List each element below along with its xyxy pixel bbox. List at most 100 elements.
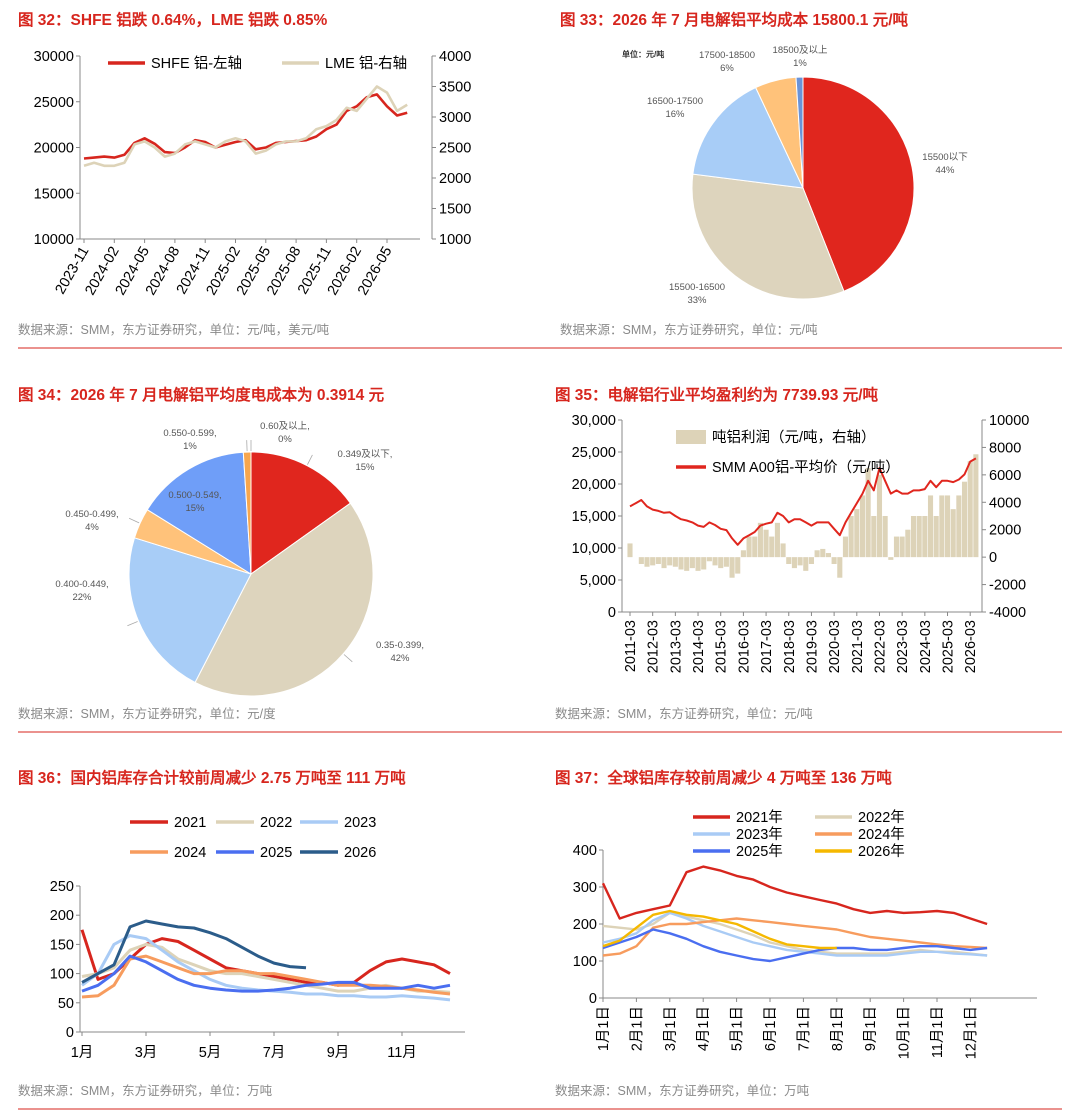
legend-label: SMM A00铝-平均价（元/吨）	[712, 459, 900, 476]
source-note: 数据来源：SMM，东方证券研究，单位：万吨	[555, 1083, 810, 1098]
slice-value: 4%	[85, 522, 99, 533]
slice-value: 33%	[687, 295, 707, 306]
slice-label: 0.450-0.499, 4%	[65, 509, 118, 533]
source-note: 数据来源：SMM，东方证券研究，单位：元/吨，美元/吨	[18, 322, 330, 337]
x-tick-label: 2月1日	[629, 1006, 645, 1051]
pie-slice	[128, 537, 252, 684]
y2-tick-label: -2000	[989, 578, 1026, 594]
bar	[837, 557, 843, 578]
legend-label: 2025年	[736, 843, 783, 860]
bar	[735, 557, 741, 574]
x-tick-label: 5月	[199, 1045, 222, 1061]
bar	[780, 543, 786, 558]
chart-title: 图 33：2026 年 7 月电解铝平均成本 15800.1 元/吨	[560, 10, 909, 29]
x-tick-label: 2011-03	[623, 620, 639, 672]
y2-tick-label: -4000	[989, 605, 1026, 621]
legend-label: 2023年	[736, 826, 783, 843]
x-tick-label: 9月1日	[863, 1006, 879, 1051]
leader-line	[307, 454, 313, 465]
y2-tick-label: 10000	[989, 413, 1029, 429]
y2-tick-label: 1500	[439, 202, 471, 218]
bar	[865, 468, 871, 558]
x-tick-label: 2012-03	[646, 620, 662, 673]
bar	[803, 557, 809, 571]
leader-line	[127, 621, 138, 627]
x-tick-label: 2013-03	[668, 620, 684, 673]
y-tick-label: 0	[66, 1025, 74, 1041]
x-tick-label: 2014-03	[691, 620, 707, 673]
slice-label: 15500以下 44%	[922, 152, 967, 176]
bar	[882, 516, 888, 558]
y2-tick-label: 2000	[989, 523, 1021, 539]
leader-line	[128, 517, 140, 524]
legend-label: 2022	[260, 815, 292, 831]
bar	[712, 557, 718, 566]
bar	[650, 557, 656, 566]
bar	[627, 543, 633, 558]
x-tick-label: 3月	[135, 1045, 158, 1061]
slice-value: 0%	[278, 434, 292, 445]
y-tick-label: 15,000	[572, 509, 616, 525]
y-tick-label: 25,000	[572, 445, 616, 461]
slice-label: 0.550-0.599, 1%	[163, 428, 216, 452]
bar	[910, 516, 917, 558]
y-tick-label: 5,000	[580, 573, 616, 589]
legend-label: 2026	[344, 845, 376, 861]
bar	[769, 536, 775, 558]
y-tick-label: 20000	[34, 141, 74, 157]
slice-name: 0.60及以上,	[260, 421, 310, 432]
slice-label: 0.349及以下, 15%	[338, 449, 393, 473]
y2-tick-label: 8000	[989, 440, 1021, 456]
y-tick-label: 200	[573, 917, 597, 933]
bar	[831, 557, 837, 564]
bar	[893, 536, 900, 558]
pie-slice	[146, 451, 252, 575]
bar	[655, 557, 661, 564]
legend-label: 2024年	[858, 826, 905, 843]
bar	[723, 557, 729, 567]
slice-name: 0.500-0.549,	[168, 490, 221, 501]
slice-label: 0.60及以上, 0%	[260, 421, 310, 445]
x-tick-label: 10月1日	[897, 1006, 913, 1059]
x-tick-label: 11月1日	[930, 1006, 946, 1058]
bar	[763, 529, 769, 558]
bar	[848, 516, 854, 558]
y-tick-label: 250	[50, 879, 74, 895]
chart-title: 图 34：2026 年 7 月电解铝平均度电成本为 0.3914 元	[18, 385, 385, 404]
slice-name: 15500-16500	[669, 282, 725, 293]
y-tick-label: 150	[50, 937, 74, 953]
legend-label: 吨铝利润（元/吨，右轴）	[712, 429, 876, 446]
x-tick-label: 2025-03	[941, 620, 957, 673]
bar	[916, 516, 922, 558]
legend-label: 2021	[174, 815, 206, 831]
y-tick-label: 30000	[34, 49, 74, 65]
slice-value: 16%	[665, 109, 685, 120]
source-note: 数据来源：SMM，东方证券研究，单位：元/吨	[560, 322, 818, 337]
bar	[961, 481, 968, 558]
bar	[825, 553, 832, 558]
bar	[899, 536, 905, 558]
bar	[678, 557, 684, 570]
series-line	[602, 917, 988, 957]
bar	[933, 516, 939, 558]
series-line	[602, 928, 988, 963]
slice-name: 0.349及以下,	[338, 449, 393, 460]
bar	[956, 495, 962, 558]
slice-value: 15%	[185, 503, 205, 514]
x-tick-label: 2026-03	[963, 620, 979, 673]
y-tick-label: 30,000	[572, 413, 616, 429]
slice-label: 0.400-0.449, 22%	[55, 579, 108, 603]
bar	[672, 557, 678, 567]
bar	[922, 516, 928, 558]
legend-label: 2024	[174, 845, 206, 861]
pie-slice	[250, 451, 352, 575]
bar	[746, 536, 752, 558]
slice-value: 44%	[935, 165, 955, 176]
bar	[757, 522, 763, 558]
bar	[888, 557, 894, 560]
slice-name: 0.400-0.449,	[55, 579, 108, 590]
slice-label: 0.35-0.399, 42%	[376, 640, 424, 664]
pie-slice	[802, 76, 915, 292]
y2-tick-label: 0	[989, 550, 997, 566]
